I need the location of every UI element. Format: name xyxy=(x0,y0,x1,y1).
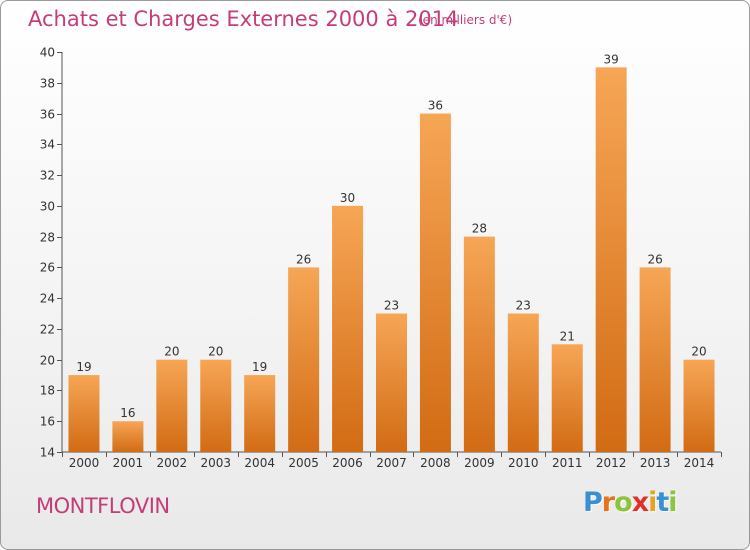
y-tick-label: 30 xyxy=(40,200,55,214)
bar-2011 xyxy=(551,344,583,452)
y-tick-label: 32 xyxy=(40,169,55,183)
proxiti-logo: Proxiti xyxy=(583,487,678,518)
bar-2013 xyxy=(639,267,671,452)
y-tick-label: 14 xyxy=(40,446,55,460)
y-tick-label: 36 xyxy=(40,108,55,122)
y-tick-label: 16 xyxy=(40,415,55,429)
y-tick-label: 26 xyxy=(40,261,55,275)
x-tick-label: 2001 xyxy=(113,456,144,470)
y-tick-label: 34 xyxy=(40,138,55,152)
y-tick-label: 38 xyxy=(40,77,55,91)
bar-2002 xyxy=(156,359,188,452)
x-tick-label: 2006 xyxy=(332,456,363,470)
x-tick-label: 2003 xyxy=(200,456,231,470)
bar-2008 xyxy=(419,113,451,453)
bar-2000 xyxy=(68,375,100,452)
bar-2014 xyxy=(683,359,715,452)
logo-letter: i xyxy=(648,487,657,518)
y-tick-label: 22 xyxy=(40,323,55,337)
x-tick-label: 2014 xyxy=(684,456,715,470)
bar-2004 xyxy=(244,375,276,452)
bar-value-label: 23 xyxy=(516,299,531,313)
y-tick-label: 18 xyxy=(40,384,55,398)
chart-subtitle: (en milliers d'€) xyxy=(418,13,513,27)
bar-value-label: 39 xyxy=(604,52,619,66)
bar-2006 xyxy=(332,205,364,452)
logo-letter: t xyxy=(656,487,669,518)
bar-2005 xyxy=(288,267,320,452)
chart-title: Achats et Charges Externes 2000 à 2014 xyxy=(28,7,459,31)
x-tick-label: 2009 xyxy=(464,456,495,470)
bar-2007 xyxy=(376,313,407,452)
bar-value-label: 19 xyxy=(76,360,91,374)
bar-2003 xyxy=(200,359,232,452)
x-tick-label: 2010 xyxy=(508,456,539,470)
bar-value-label: 36 xyxy=(428,99,443,113)
bar-value-label: 30 xyxy=(340,191,355,205)
bar-value-label: 19 xyxy=(252,360,267,374)
bar-value-label: 20 xyxy=(164,345,179,359)
bar-2009 xyxy=(463,236,495,452)
y-tick-label: 24 xyxy=(40,292,55,306)
bar-value-label: 23 xyxy=(384,299,399,313)
bar-value-label: 20 xyxy=(208,345,223,359)
bar-value-label: 26 xyxy=(647,252,662,266)
x-tick-label: 2002 xyxy=(157,456,188,470)
y-tick-label: 40 xyxy=(40,46,55,60)
logo-letter: P xyxy=(583,487,603,518)
logo-letter: x xyxy=(631,487,649,518)
bar-value-label: 16 xyxy=(120,406,135,420)
x-tick-label: 2007 xyxy=(376,456,407,470)
x-tick-label: 2013 xyxy=(640,456,671,470)
y-tick-label: 28 xyxy=(40,231,55,245)
bar-2012 xyxy=(595,67,627,452)
axes: 14 16 18 20 22 24 26 28 30 32 34 36 38 40 2000 2001 2002… xyxy=(40,46,722,470)
x-tick-label: 2008 xyxy=(420,456,451,470)
bar-value-label: 26 xyxy=(296,252,311,266)
x-tick-label: 2004 xyxy=(244,456,275,470)
x-tick-label: 2005 xyxy=(288,456,319,470)
logo-letter: o xyxy=(614,487,633,518)
logo-letter: i xyxy=(668,487,677,518)
bar-2010 xyxy=(507,313,539,452)
bar-value-label: 21 xyxy=(560,329,575,343)
x-tick-label: 2012 xyxy=(596,456,627,470)
bar-value-label: 28 xyxy=(472,222,487,236)
bar-2001 xyxy=(112,421,144,452)
bars: 19 16 20 20 19 26 30 23 36 28 23 21 39 26 20 xyxy=(68,52,715,453)
bar-value-label: 20 xyxy=(691,345,706,359)
logo-letter: r xyxy=(601,487,615,518)
x-tick-label: 2011 xyxy=(552,456,583,470)
commune-name: MONTFLOVIN xyxy=(36,494,170,518)
x-tick-label: 2000 xyxy=(69,456,100,470)
y-tick-label: 20 xyxy=(40,354,55,368)
